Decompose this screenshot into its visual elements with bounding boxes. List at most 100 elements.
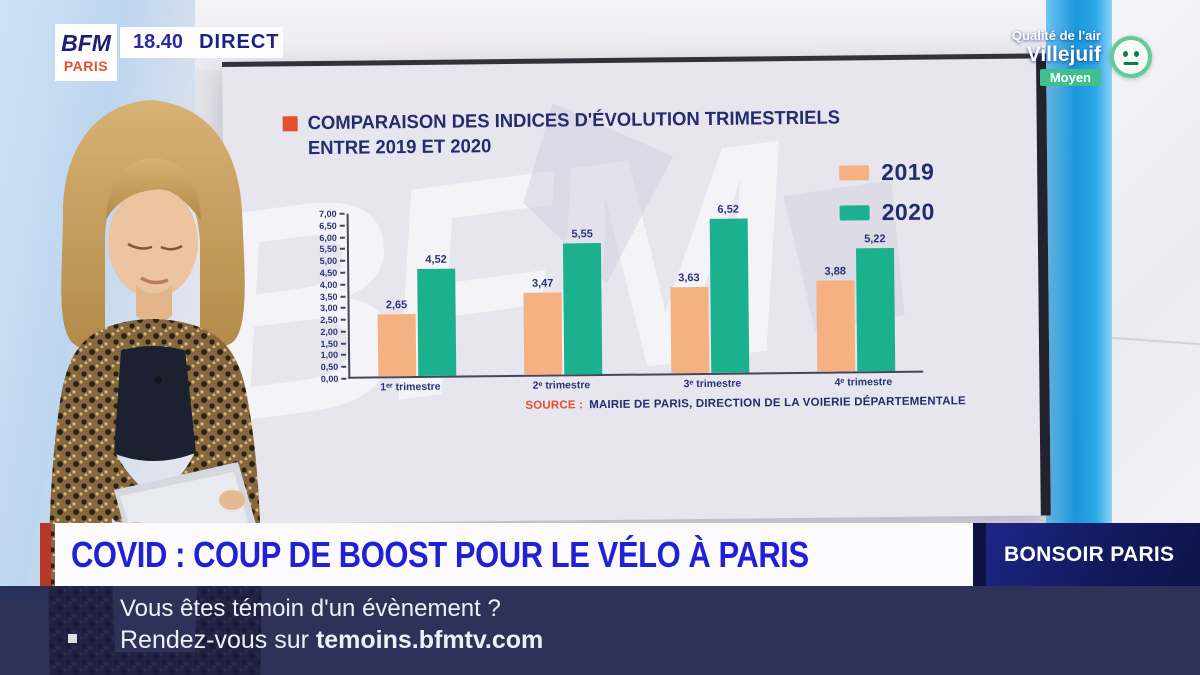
y-tick: 7,00 [319, 209, 345, 219]
y-tick-label: 5,00 [319, 255, 338, 267]
studio-wall-right [1112, 0, 1200, 525]
bar-2020 [563, 243, 603, 375]
bar-group: 3,88 5,22 [816, 233, 896, 372]
chart-title-line1: COMPARAISON DES INDICES D'ÉVOLUTION TRIM… [307, 107, 841, 135]
bar-2019 [670, 287, 709, 374]
bar-wrap: 5,55 [563, 228, 603, 375]
chart-groups: 2,65 4,52 3,47 5,55 3,63 6,52 3,88 5,22 [349, 204, 924, 377]
y-tick-label: 1,00 [320, 350, 339, 361]
presenter-mic [154, 376, 162, 384]
presenter-hair [61, 100, 245, 349]
y-tick-mark [340, 259, 346, 262]
bar-value-label: 6,52 [717, 203, 739, 217]
y-tick-mark [340, 330, 346, 333]
y-tick-label: 0,00 [320, 373, 339, 384]
x-axis-label: 4ᵉ trimestre [834, 375, 893, 389]
y-tick: 4,50 [320, 268, 346, 278]
y-tick-mark [341, 377, 347, 380]
y-tick-label: 4,00 [319, 279, 338, 290]
y-tick: 5,00 [320, 256, 346, 266]
ticker-band: Vous êtes témoin d'un évènement ? Rendez… [0, 586, 1200, 675]
y-tick-mark [341, 365, 347, 368]
y-tick-mark [339, 248, 345, 251]
y-tick-mark [340, 271, 346, 274]
bar-value-label: 3,63 [678, 272, 700, 285]
chart-plot: 7,00 6,50 6,00 5,50 5,00 4,50 4,00 3,50 3,00 2,50… [319, 204, 924, 393]
y-tick: 0,50 [321, 362, 347, 372]
channel-logo-bfm: BFM [61, 30, 111, 56]
clock: 18.40 [133, 31, 184, 53]
chart-title-text: COMPARAISON DES INDICES D'ÉVOLUTION TRIM… [308, 107, 841, 162]
y-tick-label: 7,00 [319, 208, 337, 219]
air-quality-widget: Qualité de l'air Villejuif Moyen [988, 28, 1152, 87]
bar-group: 3,47 5,55 [523, 228, 603, 375]
y-tick-label: 6,50 [319, 220, 337, 231]
y-tick: 1,50 [320, 338, 346, 349]
y-tick-label: 0,50 [320, 362, 339, 373]
y-tick-mark [339, 224, 345, 227]
bar-group: 3,63 6,52 [669, 204, 749, 374]
neutral-face-icon [1110, 36, 1152, 79]
y-tick: 2,00 [320, 327, 346, 337]
presenter-neck [136, 285, 172, 323]
bar-value-label: 3,88 [824, 265, 846, 278]
y-tick-label: 2,00 [320, 326, 338, 337]
x-axis-label: 2ᵉ trimestre [532, 379, 591, 392]
air-quality-texts: Qualité de l'air Villejuif Moyen [988, 28, 1101, 87]
air-quality-city: Villejuif [1026, 43, 1101, 66]
ticker-line1: Vous êtes témoin d'un évènement ? [120, 595, 501, 622]
y-tick-mark [340, 307, 346, 310]
y-tick-label: 2,50 [320, 314, 338, 326]
y-tick-label: 3,50 [319, 291, 338, 302]
legend-label: 2019 [881, 158, 935, 186]
chart-title: COMPARAISON DES INDICES D'ÉVOLUTION TRIM… [282, 106, 857, 162]
y-tick: 5,50 [319, 244, 345, 254]
air-quality-label: Qualité de l'air [1011, 28, 1101, 43]
y-tick-mark [340, 283, 346, 286]
y-tick: 0,00 [321, 374, 347, 384]
y-tick: 3,50 [320, 291, 346, 301]
y-tick: 4,00 [319, 279, 346, 290]
ticker-line2-prefix: Rendez-vous sur [120, 626, 316, 654]
y-tick-mark [340, 295, 346, 298]
program-title: BONSOIR PARIS [1004, 542, 1175, 566]
y-tick: 1,00 [320, 350, 347, 361]
ticker-bullet [68, 634, 77, 643]
bar-wrap: 2,65 [377, 298, 417, 377]
bar-wrap: 3,47 [523, 277, 563, 375]
y-tick-mark [340, 318, 346, 321]
bar-value-label: 2,65 [385, 298, 408, 311]
channel-logo: BFM PARIS [55, 24, 117, 81]
bar-2019 [377, 313, 417, 377]
presenter-jacket-shoulders [104, 319, 202, 354]
bar-wrap: 5,22 [855, 233, 896, 372]
y-tick-mark [339, 212, 345, 215]
bar-wrap: 6,52 [709, 204, 749, 373]
headline-text: COVID : COUP DE BOOST POUR LE VÉLO À PAR… [71, 533, 809, 575]
banner-gap [971, 523, 986, 586]
source-text: MAIRIE DE PARIS, DIRECTION DE LA VOIERIE… [589, 395, 966, 412]
live-badge: DIRECT [199, 31, 280, 53]
studio-screen: BFM COMPARAISON DES INDICES D'ÉVOLUTION … [222, 53, 1051, 524]
bar-2019 [816, 279, 856, 372]
bar-value-label: 3,47 [531, 277, 554, 290]
presenter-fringe [106, 158, 201, 220]
x-axis-label: 3ᵉ trimestre [683, 377, 742, 391]
bar-2020 [417, 269, 457, 376]
y-tick-mark [341, 354, 347, 357]
source-label: SOURCE : [525, 399, 584, 412]
bar-2020 [855, 247, 896, 372]
chart-title-line2: ENTRE 2019 ET 2020 [307, 135, 492, 159]
y-tick-mark [340, 342, 346, 345]
y-tick: 6,00 [319, 232, 345, 243]
legend-item: 2019 [839, 159, 934, 187]
legend-swatch-2019 [839, 165, 870, 181]
y-tick-label: 4,50 [319, 267, 338, 278]
bar-value-label: 5,55 [571, 228, 593, 241]
ticker-url: temoins.bfmtv.com [315, 626, 544, 654]
time-strip: 18.40 DIRECT [120, 27, 283, 58]
y-tick-label: 1,50 [320, 338, 339, 349]
bar-2019 [523, 292, 563, 375]
bar-group: 2,65 4,52 [377, 254, 457, 377]
